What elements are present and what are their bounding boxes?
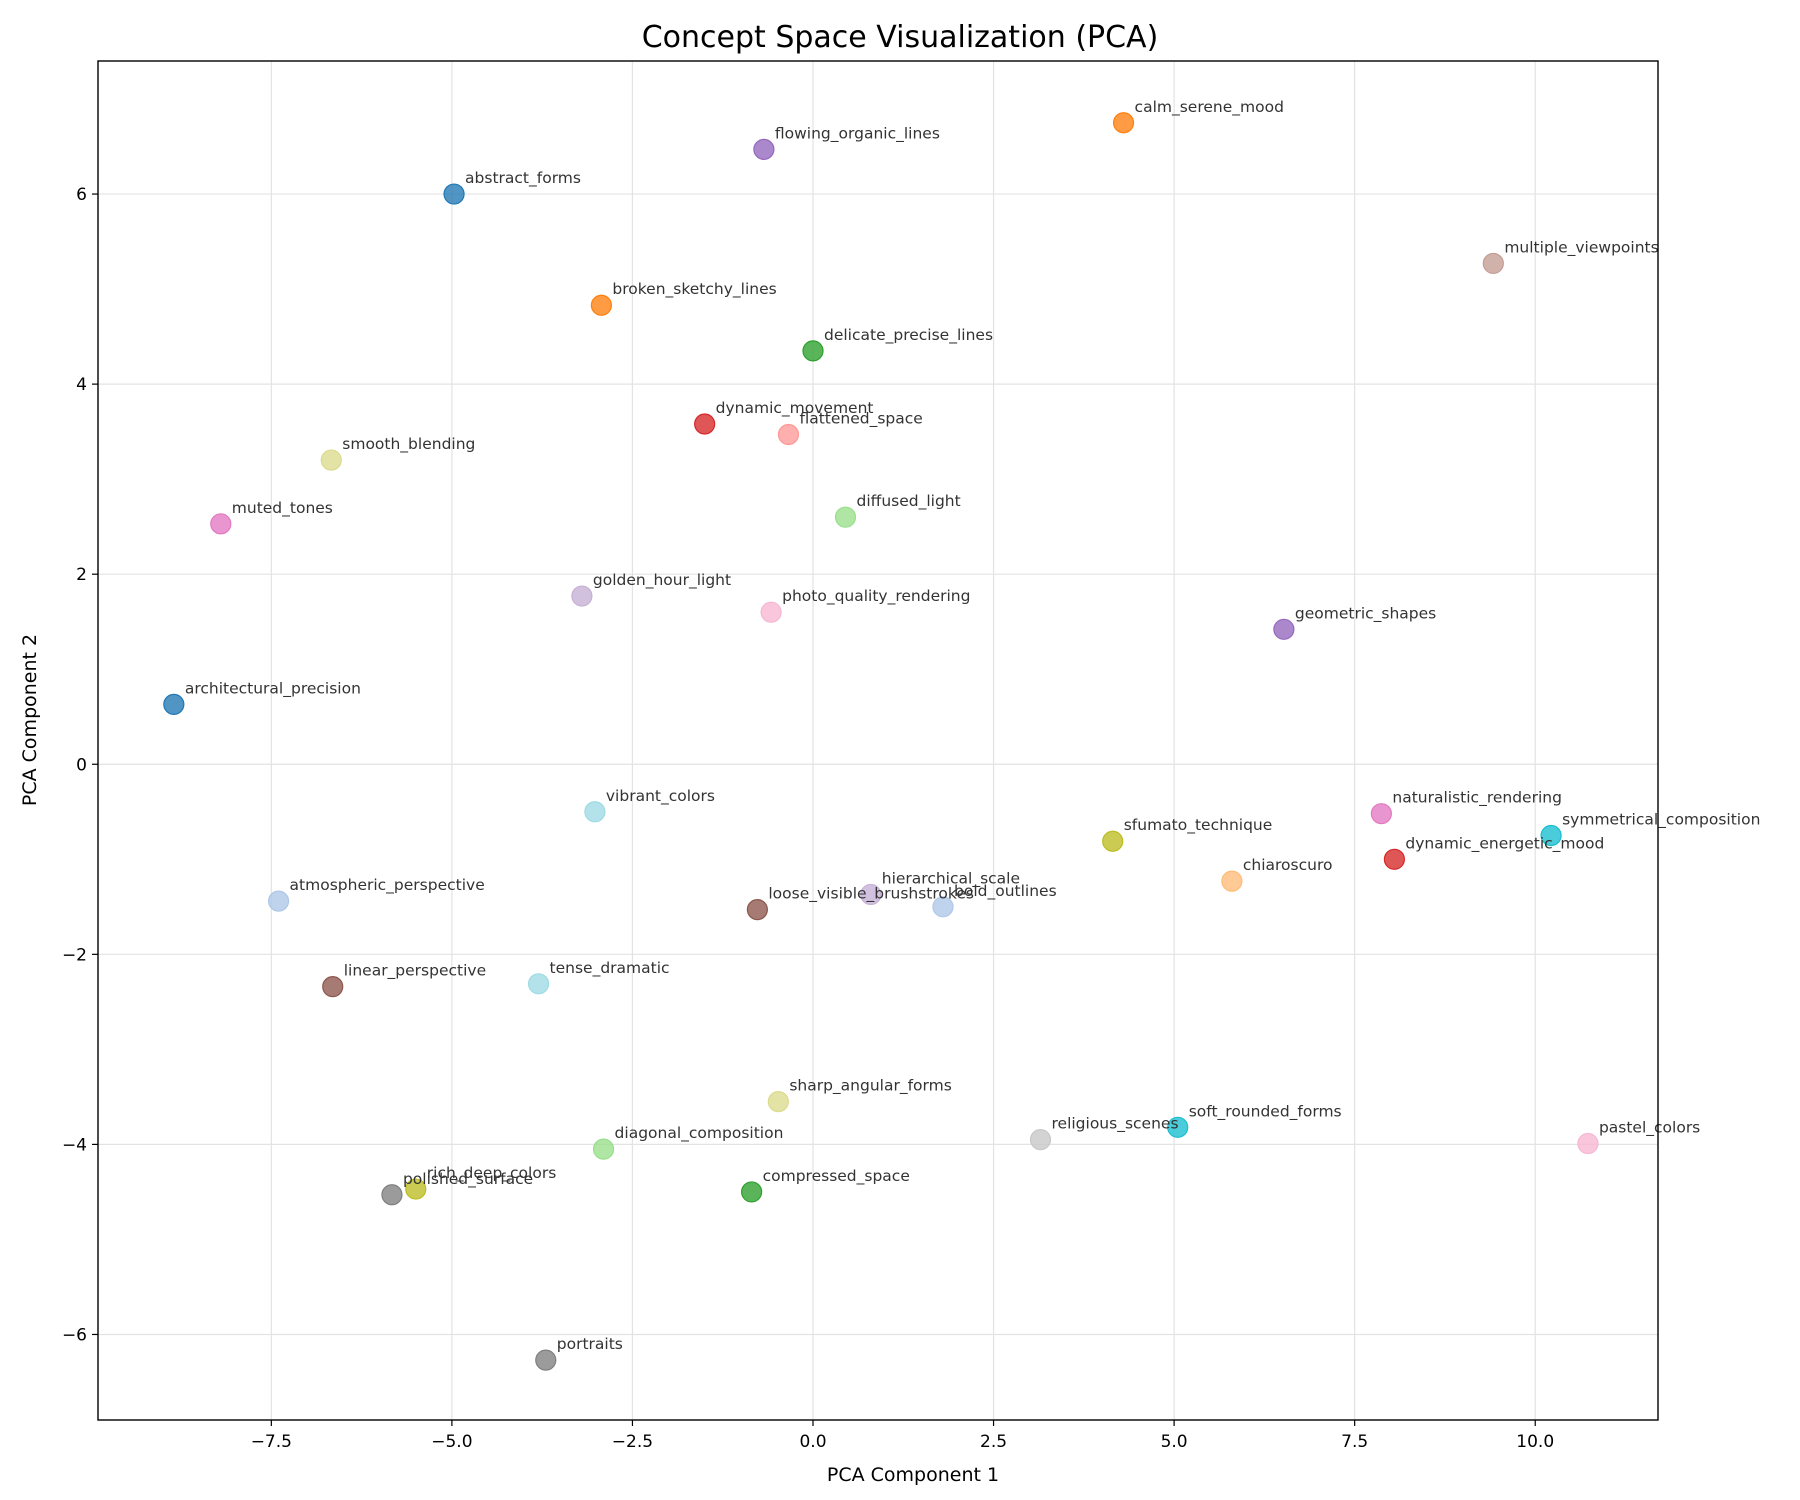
point-label: muted_tones (232, 499, 333, 518)
data-point-muted-tones (210, 513, 232, 535)
y-tick-label: 4 (76, 375, 87, 395)
point-label: dynamic_energetic_mood (1405, 834, 1604, 853)
point-label: sharp_angular_forms (789, 1077, 952, 1096)
point-label: soft_rounded_forms (1189, 1102, 1342, 1121)
y-tick-label: 2 (76, 565, 87, 585)
data-point-flattened-space (777, 423, 800, 446)
data-point-sfumato-technique (1102, 830, 1124, 852)
data-point-broken-sketchy-lines (590, 294, 612, 316)
data-point-dynamic-energetic-mood (1383, 848, 1405, 870)
data-point-portraits (535, 1349, 557, 1371)
point-label: portraits (557, 1335, 623, 1353)
point-label: loose_visible_brushstrokes (768, 885, 974, 904)
point-label: multiple_viewpoints (1504, 238, 1658, 257)
data-point-delicate-precise-lines (802, 340, 824, 362)
x-tick-label: 0.0 (799, 1432, 826, 1452)
x-tick-label: −2.5 (612, 1432, 653, 1452)
data-point-polished-surface (381, 1184, 403, 1206)
data-point-diagonal-composition (592, 1138, 615, 1160)
plot-frame (97, 60, 1659, 1421)
data-point-golden-hour-light (571, 585, 593, 607)
point-label: religious_scenes (1052, 1115, 1179, 1134)
x-tick-label: 7.5 (1341, 1432, 1368, 1452)
point-label: linear_perspective (344, 962, 486, 981)
data-point-chiaroscuro (1221, 870, 1243, 892)
data-point-bold-outlines (932, 896, 954, 918)
y-tick-label: −4 (62, 1135, 87, 1155)
data-point-geometric-shapes (1273, 618, 1295, 640)
data-point-tense-dramatic (527, 973, 550, 995)
y-tick-label: 6 (76, 185, 87, 205)
data-points (163, 112, 1599, 1371)
point-label: smooth_blending (342, 435, 475, 454)
data-point-abstract-forms (443, 183, 465, 205)
point-label: vibrant_colors (606, 787, 715, 806)
data-point-smooth-blending (320, 449, 342, 471)
point-labels: calm_serene_mood flowing_organic_linesabs… (185, 98, 1761, 1353)
x-axis-ticks: −7.5 −5.0 −2.5 0.0 2.5 5.0 7.5 10.0 (251, 1420, 1554, 1452)
x-tick-label: 10.0 (1516, 1432, 1554, 1452)
point-label: delicate_precise_lines (824, 326, 993, 345)
point-label: rich_deep_colors (427, 1164, 557, 1183)
data-point-dynamic-movement (694, 413, 716, 435)
point-label: architectural_precision (185, 679, 361, 698)
data-point-compressed-space (741, 1181, 763, 1203)
data-point-calm-serene-mood (1112, 112, 1135, 134)
x-tick-label: −5.0 (431, 1432, 472, 1452)
point-label: symmetrical_composition (1562, 811, 1760, 830)
point-label: tense_dramatic (550, 959, 670, 978)
data-point-pastel-colors (1577, 1132, 1599, 1155)
point-label: bold_outlines (954, 882, 1057, 901)
x-axis-label: PCA Component 1 (827, 1464, 999, 1486)
data-point-hierarchical-scale (860, 883, 882, 906)
data-point-architectural-precision (163, 693, 185, 715)
y-tick-label: −2 (62, 945, 87, 965)
point-label: flowing_organic_lines (775, 124, 940, 143)
data-point-loose-visible-brushstrokes (746, 899, 768, 921)
point-label: diffused_light (857, 492, 961, 511)
data-point-religious-scenes (1029, 1129, 1052, 1151)
x-tick-label: 2.5 (980, 1432, 1007, 1452)
point-label: compressed_space (763, 1167, 910, 1186)
y-axis-label: PCA Component 2 (19, 634, 41, 806)
data-point-photo-quality-rendering (760, 601, 782, 623)
chart-title: Concept Space Visualization (PCA) (642, 20, 1159, 55)
point-label: hierarchical_scale (882, 869, 1020, 888)
point-label: pastel_colors (1599, 1118, 1700, 1137)
point-label: atmospheric_perspective (290, 876, 485, 895)
point-label: flattened_space (799, 409, 922, 428)
point-label: calm_serene_mood (1135, 98, 1284, 117)
x-tick-label: 5.0 (1161, 1432, 1188, 1452)
point-label: dynamic_movement (716, 399, 874, 418)
point-label: chiaroscuro (1243, 856, 1333, 874)
data-point-vibrant-colors (584, 801, 606, 823)
data-point-soft-rounded-forms (1167, 1116, 1189, 1138)
data-point-linear-perspective (322, 976, 344, 998)
y-tick-label: −6 (62, 1325, 87, 1345)
point-label: geometric_shapes (1295, 604, 1436, 623)
data-point-sharp-angular-forms (767, 1091, 789, 1113)
point-label: abstract_forms (465, 169, 581, 188)
data-point-multiple-viewpoints (1482, 252, 1504, 275)
point-label: polished_surface (403, 1170, 533, 1189)
data-point-symmetrical-composition (1540, 824, 1562, 847)
point-label: diagonal_composition (615, 1124, 784, 1143)
x-tick-label: −7.5 (251, 1432, 292, 1452)
point-label: photo_quality_rendering (782, 587, 970, 606)
point-label: broken_sketchy_lines (612, 280, 776, 299)
data-point-diffused-light (834, 506, 857, 528)
y-tick-label: 0 (76, 755, 87, 775)
point-label: sfumato_technique (1124, 816, 1273, 835)
grid (98, 61, 1658, 1420)
point-label: naturalistic_rendering (1392, 789, 1562, 808)
data-point-naturalistic-rendering (1370, 803, 1392, 825)
point-label: golden_hour_light (593, 571, 731, 590)
y-axis-ticks: −6 −4 −2 0 2 4 6 (62, 185, 98, 1345)
data-point-flowing-organic-lines (753, 138, 775, 160)
data-point-atmospheric-perspective (267, 890, 290, 912)
data-point-rich-deep-colors (405, 1178, 427, 1200)
